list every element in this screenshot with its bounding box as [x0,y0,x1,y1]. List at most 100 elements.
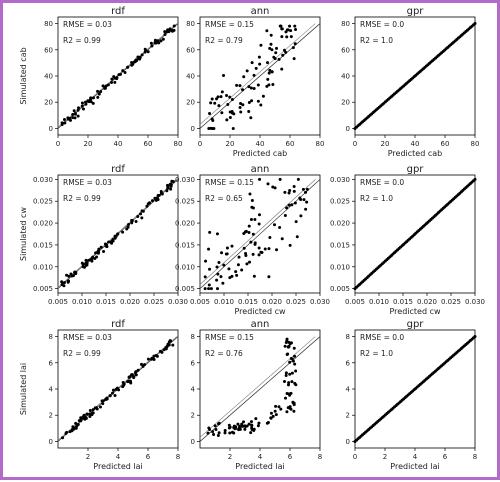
data-point [121,69,125,73]
data-point [216,287,220,291]
data-point [69,272,73,276]
data-point [105,397,109,401]
x-tick-label: 2 [383,453,387,461]
data-point [217,431,221,435]
x-tick-label: 60 [286,140,295,148]
data-point [81,265,85,269]
data-point [243,424,247,428]
x-tick-label: 20 [226,140,235,148]
data-point [149,357,153,361]
data-point [252,428,256,432]
data-point [249,431,253,435]
panel-cw-rdf: rdf RMSE = 0.03 R2 = 0.99 0.005 0.010 0.015 0.… [19,164,188,306]
data-point [85,261,89,265]
panel-title: gpr [407,164,425,175]
y-tick-label: 20 [341,99,350,107]
data-point [62,284,66,288]
data-point [279,24,283,28]
data-point [292,346,296,350]
data-point [155,196,159,200]
data-point [140,209,144,213]
data-point [257,253,261,257]
data-point [113,234,117,238]
data-point [267,71,271,75]
data-point [253,217,257,221]
x-tick-label: 40 [114,140,123,148]
y-tick-label: 0.020 [175,220,195,228]
panel-title: ann [251,319,270,330]
data-point [286,383,290,387]
x-tick-label: 8 [473,453,477,461]
data-point [280,67,284,71]
data-point [288,188,292,192]
x-tick-label: 0.025 [144,298,164,306]
data-point [247,231,251,235]
data-point [161,37,165,41]
panel-title: ann [251,6,270,17]
data-point [240,424,244,428]
data-point [208,230,212,234]
panel-lai-rdf: rdf RMSE = 0.03 R2 = 0.99 2 4 6 8 0 2 4 6 8 Predicte… [19,319,180,471]
data-point [221,281,225,285]
x-axis-label: Predicted cw [234,307,285,316]
r2-label: R2 = 0.65 [205,194,243,203]
data-point [250,99,254,103]
data-point [288,243,292,247]
data-point [158,349,162,353]
data-point [289,341,293,345]
y-tick-label: 0.010 [33,263,53,271]
data-point [270,70,274,74]
data-point [245,424,249,428]
y-tick-label: 60 [186,46,195,54]
data-point [305,200,309,204]
data-point [81,107,85,111]
data-point [77,106,81,110]
data-point [242,246,246,250]
data-point [146,357,150,361]
data-point [268,68,272,72]
data-point [96,89,100,93]
data-point [287,191,291,195]
data-point [247,224,251,228]
data-point [473,22,477,26]
data-point [289,407,293,411]
y-tick-label: 60 [341,46,350,54]
data-point [219,95,223,99]
data-point [73,111,77,115]
y-tick-label: 0 [49,438,53,446]
y-tick-label: 8 [49,333,53,341]
data-point [252,86,256,90]
data-point [274,46,278,50]
data-point [149,41,153,45]
y-tick-label: 80 [341,20,350,28]
x-axis-label: Predicted cab [233,149,287,158]
data-point [67,274,71,278]
data-point [284,50,288,54]
x-tick-label: 0.005 [345,298,365,306]
data-point [302,198,306,202]
data-point [126,65,130,69]
data-point [294,220,298,224]
data-point [258,177,262,181]
panel-title: ann [251,164,270,175]
data-point [65,273,69,277]
data-point [103,242,107,246]
rmse-label: RMSE = 0.03 [63,20,112,29]
data-point [286,406,290,410]
data-point [203,275,207,279]
y-tick-label: 0 [191,125,195,133]
data-point [258,62,262,66]
data-point [288,360,292,364]
y-tick-label: 20 [186,99,195,107]
data-point [290,371,294,375]
data-point [220,251,224,255]
data-point [286,28,290,32]
data-point [152,357,156,361]
data-point [104,84,108,88]
data-point [91,408,95,412]
data-point [239,110,243,114]
data-point [241,88,245,92]
x-axis-label: Predicted cw [389,307,440,316]
